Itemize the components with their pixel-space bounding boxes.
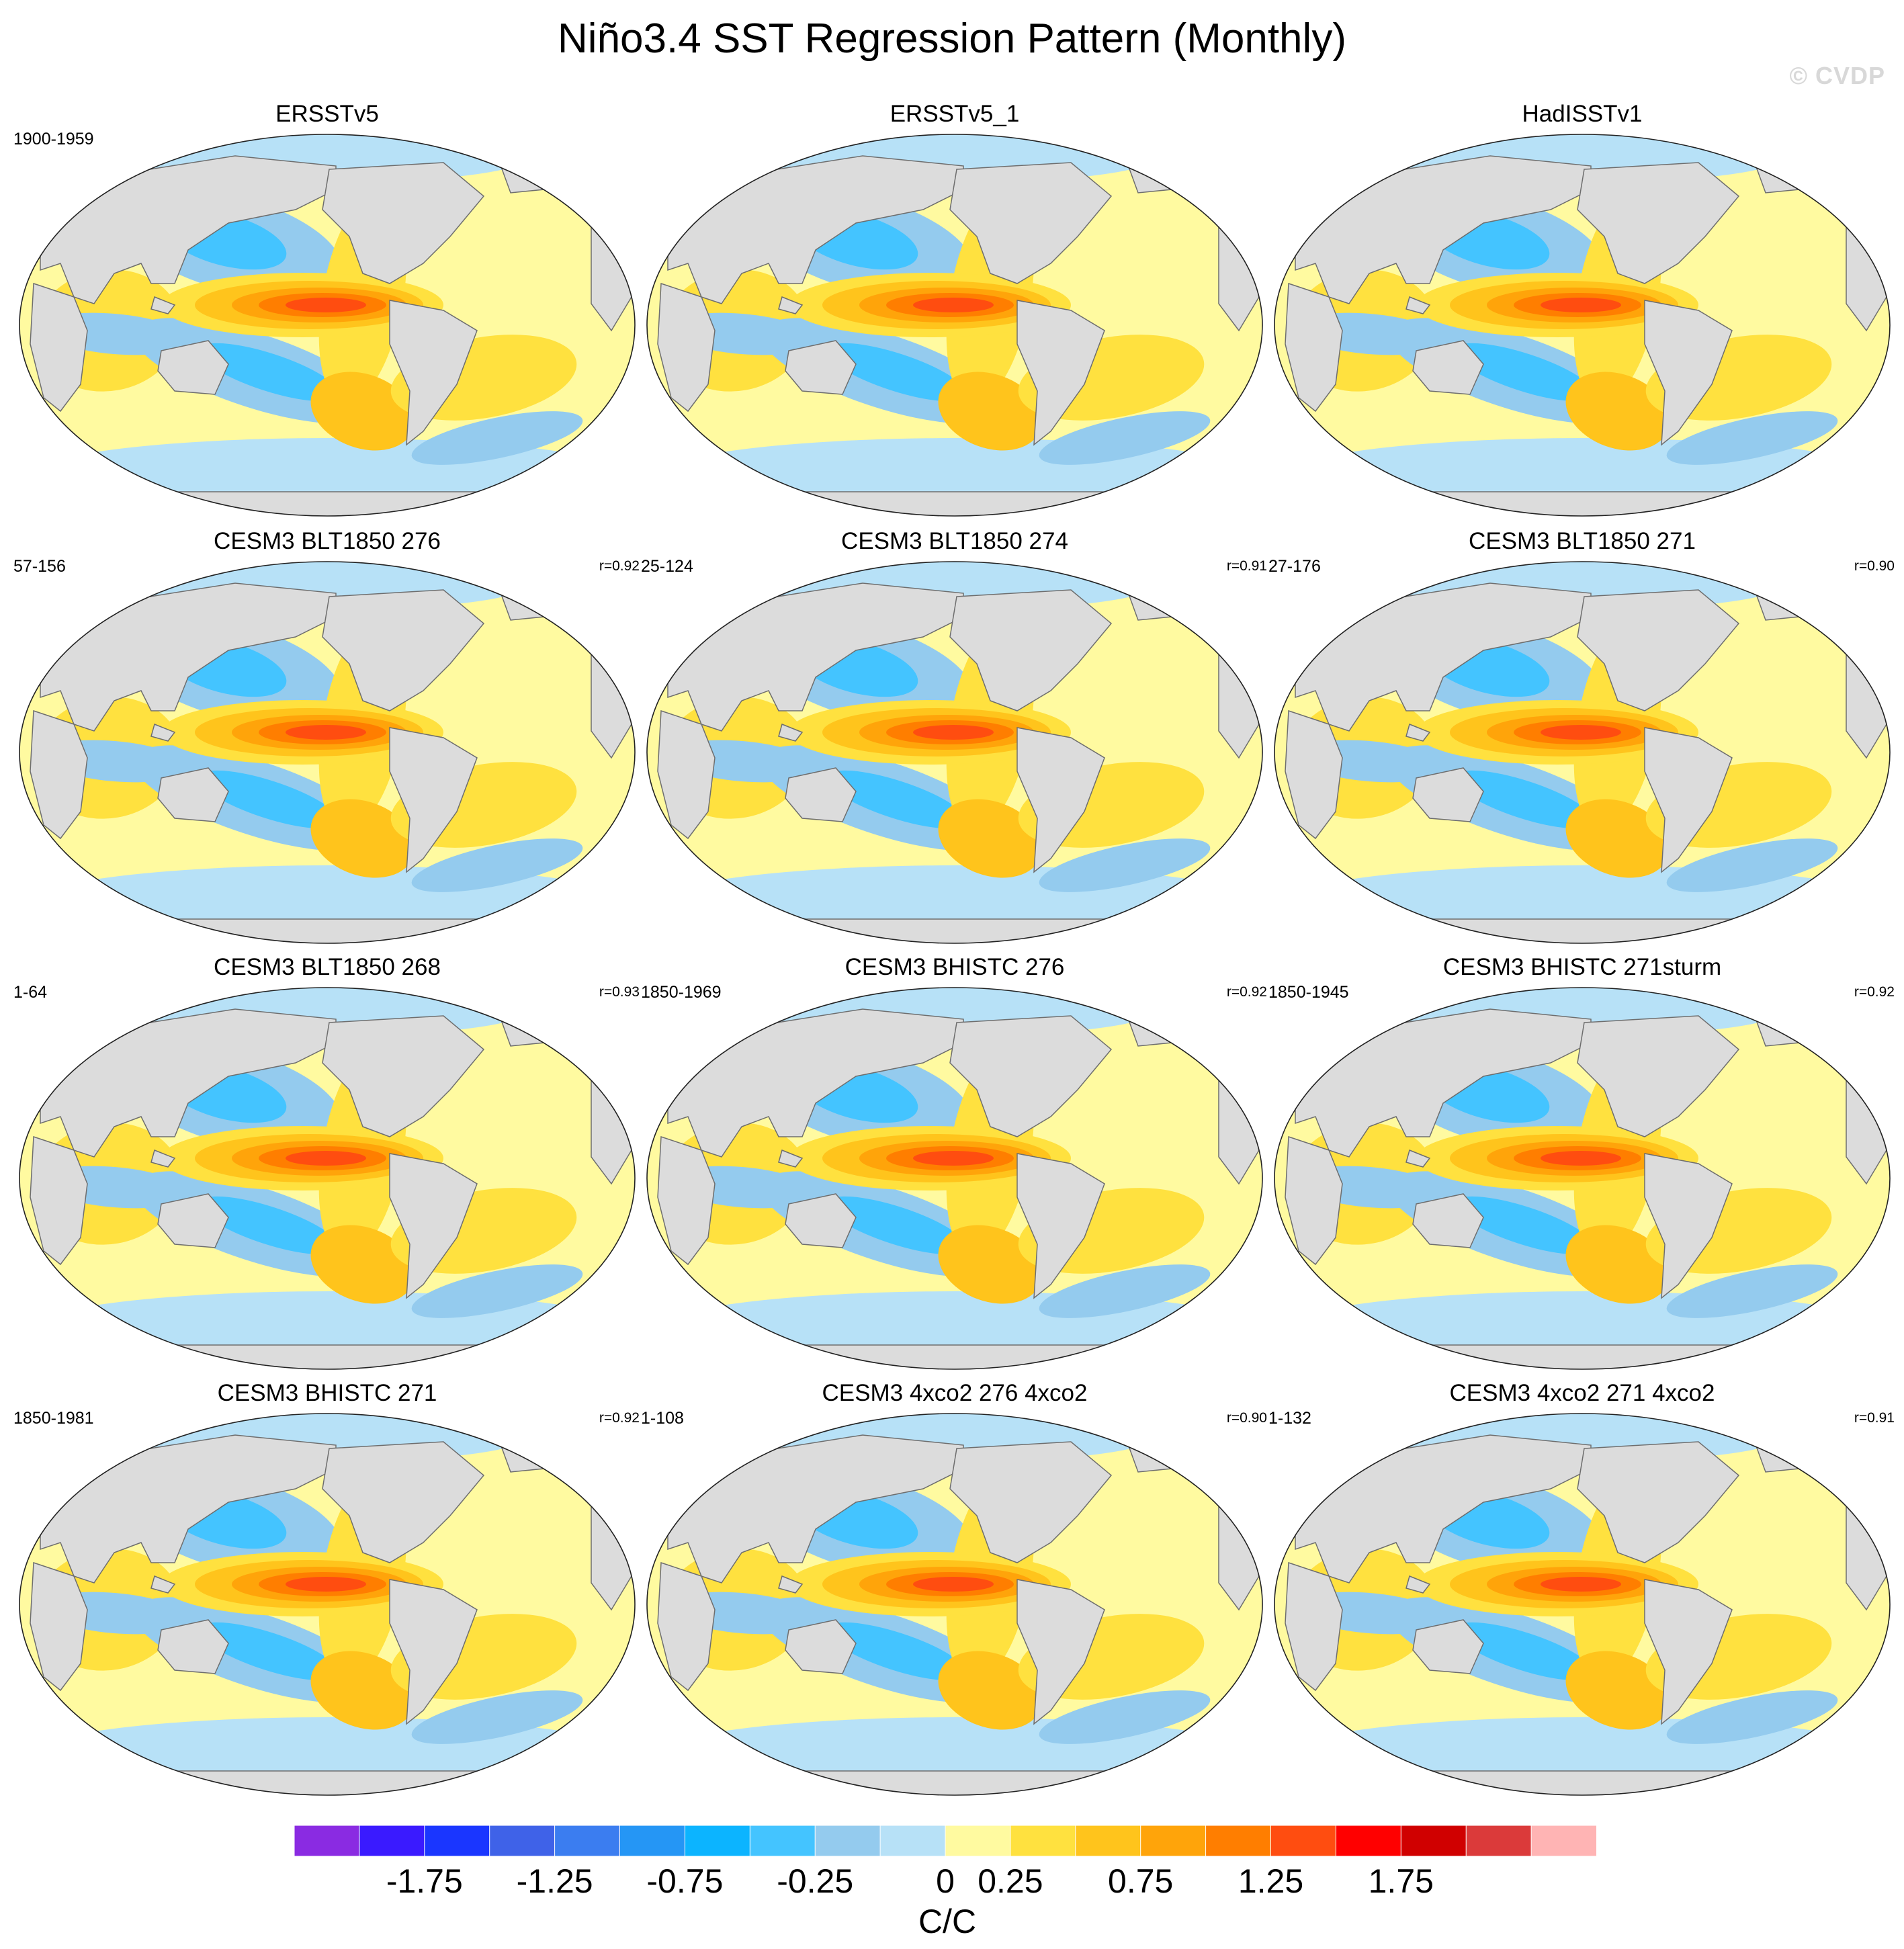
colorbar-bin (1205, 1825, 1272, 1856)
colorbar-tick-label: 1.25 (1238, 1862, 1304, 1900)
panel-period: 1-64 (13, 983, 48, 1002)
map-panel: CESM3 BHISTC 276 1850-1969 r=0.92 (641, 953, 1268, 1375)
regression-map (641, 982, 1268, 1375)
regression-map (13, 982, 641, 1375)
map-panel: HadISSTv1 (1268, 99, 1896, 521)
panel-period: 27-176 (1268, 557, 1321, 576)
regression-map (1268, 129, 1896, 521)
regression-map (641, 1408, 1268, 1801)
colorbar-bin (684, 1825, 751, 1856)
colorbar-tick-label: 0 (936, 1862, 955, 1900)
panel-title: CESM3 BLT1850 271 (1469, 528, 1696, 554)
colorbar-bin (749, 1825, 816, 1856)
map-panel: CESM3 4xco2 276 4xco2 1-108 r=0.90 (641, 1379, 1268, 1801)
colorbar-bin (1075, 1825, 1141, 1856)
colorbar-bin (814, 1825, 881, 1856)
colorbar-bin (1400, 1825, 1467, 1856)
panel-period: 1850-1969 (641, 983, 722, 1002)
pattern-correlation: r=0.90 (1226, 1410, 1267, 1426)
panel-title: CESM3 BLT1850 268 (214, 954, 441, 980)
map-panel: CESM3 BLT1850 276 57-156 r=0.92 (13, 527, 641, 949)
pattern-correlation: r=0.90 (1854, 558, 1895, 574)
pattern-correlation: r=0.93 (599, 984, 640, 1000)
colorbar-bin (554, 1825, 621, 1856)
colorbar-tick-label: 0.75 (1108, 1862, 1174, 1900)
panel-title: CESM3 BHISTC 271 (217, 1380, 437, 1406)
regression-map (13, 1408, 641, 1801)
pattern-correlation: r=0.91 (1226, 558, 1267, 574)
map-panel: CESM3 BHISTC 271 1850-1981 r=0.92 (13, 1379, 641, 1801)
panel-period: 1-132 (1268, 1409, 1311, 1428)
panel-period: 1850-1945 (1268, 983, 1349, 1002)
map-panel: CESM3 BLT1850 274 25-124 r=0.91 (641, 527, 1268, 949)
panel-title: CESM3 BLT1850 274 (841, 528, 1068, 554)
colorbar-tick-label: -1.25 (516, 1862, 593, 1900)
colorbar-bin (619, 1825, 686, 1856)
pattern-correlation: r=0.92 (1854, 984, 1895, 1000)
pattern-correlation: r=0.91 (1854, 1410, 1895, 1426)
colorbar-bin (1335, 1825, 1402, 1856)
colorbar-bin (359, 1825, 425, 1856)
colorbar-tick-label: -0.75 (646, 1862, 724, 1900)
panel-period: 1-108 (641, 1409, 684, 1428)
panel-period: 57-156 (13, 557, 66, 576)
panel-title: CESM3 4xco2 271 4xco2 (1449, 1380, 1715, 1406)
panel-title: HadISSTv1 (1522, 101, 1643, 127)
colorbar-units: C/C (918, 1903, 977, 1940)
map-panel: CESM3 BLT1850 271 27-176 r=0.90 (1268, 527, 1896, 949)
pattern-correlation: r=0.92 (1226, 984, 1267, 1000)
panel-title: CESM3 BHISTC 271sturm (1442, 954, 1722, 980)
cvdp-watermark: © CVDP (1789, 62, 1885, 89)
panel-period: 25-124 (641, 557, 693, 576)
regression-map (1268, 556, 1896, 949)
colorbar-bin (1140, 1825, 1207, 1856)
colorbar-bin (879, 1825, 946, 1856)
figure-title: Niño3.4 SST Regression Pattern (Monthly) (558, 15, 1346, 62)
colorbar-bin (424, 1825, 490, 1856)
colorbar (294, 1825, 1596, 1856)
colorbar-bin (945, 1825, 1011, 1856)
panel-title: ERSSTv5 (275, 101, 379, 127)
map-panel: CESM3 BLT1850 268 1-64 r=0.93 (13, 953, 641, 1375)
panel-title: CESM3 BLT1850 276 (214, 528, 441, 554)
panel-period: 1850-1981 (13, 1409, 94, 1428)
map-panel: CESM3 BHISTC 271sturm 1850-1945 r=0.92 (1268, 953, 1896, 1375)
colorbar-bin (1465, 1825, 1532, 1856)
pattern-correlation: r=0.92 (599, 558, 640, 574)
colorbar-tick-label: -0.25 (777, 1862, 854, 1900)
colorbar-bin (294, 1825, 360, 1856)
colorbar-bin (1010, 1825, 1076, 1856)
map-panel: ERSSTv5 1900-1959 (13, 99, 641, 521)
panel-title: CESM3 4xco2 276 4xco2 (822, 1380, 1088, 1406)
panel-title: CESM3 BHISTC 276 (845, 954, 1065, 980)
colorbar-tick-label: -1.75 (386, 1862, 463, 1900)
colorbar-tick-label: 0.25 (978, 1862, 1043, 1900)
regression-map (641, 556, 1268, 949)
colorbar-bin (1270, 1825, 1337, 1856)
panel-title: ERSSTv5_1 (890, 101, 1020, 127)
regression-map (641, 129, 1268, 521)
panel-period: 1900-1959 (13, 130, 94, 148)
map-panel: ERSSTv5_1 (641, 99, 1268, 521)
colorbar-tick-label: 1.75 (1368, 1862, 1434, 1900)
colorbar-bin (1530, 1825, 1596, 1856)
regression-map (1268, 982, 1896, 1375)
regression-map (13, 556, 641, 949)
regression-map (13, 129, 641, 521)
colorbar-bin (489, 1825, 556, 1856)
pattern-correlation: r=0.92 (599, 1410, 640, 1426)
map-panel: CESM3 4xco2 271 4xco2 1-132 r=0.91 (1268, 1379, 1896, 1801)
regression-map (1268, 1408, 1896, 1801)
